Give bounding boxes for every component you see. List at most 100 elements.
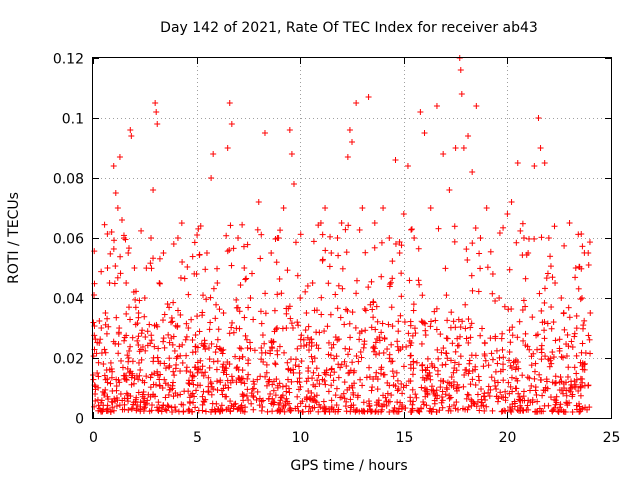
data-point [488, 350, 495, 357]
data-point [571, 333, 578, 340]
data-point [395, 408, 402, 415]
data-point [254, 226, 261, 233]
data-point [384, 346, 391, 353]
y-tick-label: 0.04 [53, 292, 84, 308]
data-point [243, 275, 250, 282]
data-point [507, 339, 514, 346]
data-point [389, 275, 396, 282]
data-point [92, 397, 99, 404]
data-point [222, 382, 229, 389]
data-point [418, 384, 425, 391]
data-point [226, 361, 233, 368]
data-point [111, 395, 118, 402]
data-point [141, 405, 148, 412]
data-point [577, 392, 584, 399]
data-point [531, 235, 538, 242]
data-point [309, 397, 316, 404]
data-point [114, 205, 121, 211]
data-point [121, 372, 128, 379]
data-point [227, 398, 234, 405]
data-point [269, 381, 276, 388]
data-point [187, 369, 194, 376]
data-point [277, 397, 284, 404]
data-point [226, 330, 233, 337]
data-point [531, 368, 538, 375]
data-point [372, 408, 379, 415]
data-point [258, 407, 265, 414]
data-point [312, 397, 319, 404]
data-point [536, 371, 543, 378]
data-point [378, 273, 385, 280]
data-point [170, 368, 177, 375]
data-point [516, 396, 523, 403]
data-point [213, 400, 220, 407]
data-point [387, 279, 394, 286]
data-point [553, 379, 560, 386]
data-point [168, 335, 175, 342]
data-point [199, 407, 206, 414]
data-point [494, 379, 501, 386]
data-point [541, 299, 548, 306]
data-point [419, 292, 426, 299]
data-point [200, 292, 207, 299]
data-point [402, 405, 409, 412]
data-point [217, 379, 224, 386]
data-point [270, 399, 277, 406]
data-point [455, 361, 462, 368]
data-point [310, 369, 317, 376]
data-point [199, 309, 206, 316]
data-point [542, 387, 549, 394]
data-point [455, 342, 462, 349]
data-point [95, 373, 102, 380]
data-point [116, 154, 123, 160]
data-point [223, 371, 230, 378]
data-point [207, 319, 214, 326]
data-point [581, 361, 588, 368]
data-point [239, 221, 246, 228]
data-point [579, 340, 586, 347]
data-point [315, 345, 322, 352]
data-point [506, 357, 513, 364]
data-point [374, 318, 381, 325]
data-point [368, 387, 375, 394]
data-point [247, 345, 254, 352]
data-point [323, 367, 330, 374]
data-point [484, 264, 491, 271]
data-point [169, 318, 176, 325]
data-point [519, 252, 526, 259]
data-point [179, 359, 186, 366]
data-point [434, 346, 441, 353]
data-point [213, 343, 220, 350]
data-point [508, 374, 515, 381]
data-point [375, 400, 382, 407]
data-point [454, 335, 461, 342]
data-point [469, 240, 476, 247]
data-point [415, 408, 422, 415]
data-point [199, 401, 206, 408]
data-point [278, 394, 285, 401]
data-point [216, 306, 223, 313]
data-point [108, 229, 115, 235]
data-point [356, 336, 363, 343]
data-point [109, 388, 116, 395]
data-point [206, 364, 213, 371]
data-point [308, 336, 315, 343]
data-point [206, 345, 213, 352]
data-point [561, 408, 568, 415]
data-point [553, 399, 560, 406]
data-point [505, 306, 512, 313]
data-point [103, 330, 110, 337]
data-point [274, 235, 281, 241]
data-point [442, 265, 449, 272]
data-point [113, 383, 120, 390]
data-point [338, 220, 345, 226]
data-point [407, 365, 414, 372]
data-point [579, 325, 586, 332]
data-point [288, 151, 295, 157]
data-point [118, 357, 125, 364]
data-point [338, 394, 345, 401]
data-point [416, 281, 423, 288]
data-point [554, 408, 561, 415]
data-point [541, 160, 548, 166]
data-point [264, 408, 271, 415]
